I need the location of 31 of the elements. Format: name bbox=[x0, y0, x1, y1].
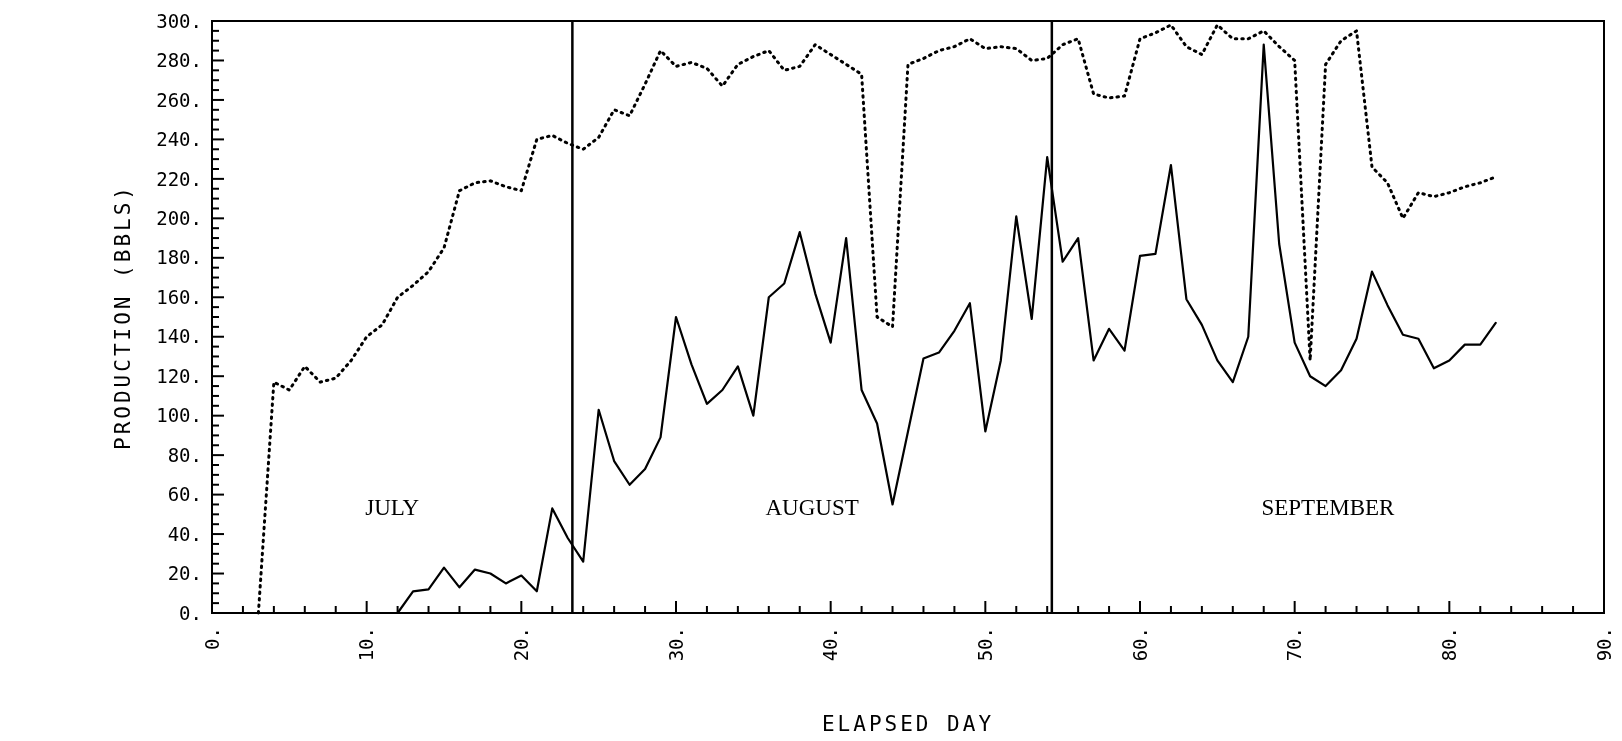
y-tick-label: 20. bbox=[167, 562, 202, 585]
y-tick-label: 180. bbox=[156, 246, 202, 269]
x-tick-label: 40. bbox=[819, 627, 842, 662]
x-tick-label: 90. bbox=[1592, 627, 1615, 662]
x-tick-label: 70. bbox=[1283, 627, 1306, 662]
y-tick-label: 280. bbox=[156, 49, 202, 72]
x-tick-label: 60. bbox=[1128, 627, 1151, 662]
y-tick-label: 0. bbox=[179, 601, 202, 624]
x-tick-label: 10. bbox=[355, 627, 378, 662]
annotation: AUGUST bbox=[765, 495, 859, 521]
x-tick-label: 30. bbox=[664, 627, 687, 662]
y-axis-title: PRODUCTION (BBLS) bbox=[111, 184, 135, 450]
y-tick-label: 240. bbox=[156, 128, 202, 151]
y-tick-label: 260. bbox=[156, 88, 202, 111]
y-tick-label: 300. bbox=[156, 9, 202, 32]
x-tick-label: 50. bbox=[973, 627, 996, 662]
y-tick-label: 100. bbox=[156, 404, 202, 427]
x-tick-label: 0. bbox=[200, 627, 223, 650]
y-tick-label: 220. bbox=[156, 167, 202, 190]
annotation: JULY bbox=[365, 495, 420, 521]
y-tick-label: 200. bbox=[156, 206, 202, 229]
x-tick-label: 20. bbox=[509, 627, 532, 662]
y-tick-label: 160. bbox=[156, 285, 202, 308]
y-tick-label: 140. bbox=[156, 325, 202, 348]
y-tick-label: 60. bbox=[167, 483, 202, 506]
x-axis-title: ELAPSED DAY bbox=[821, 712, 995, 736]
y-tick-label: 120. bbox=[156, 364, 202, 387]
x-tick-label: 80. bbox=[1437, 627, 1460, 662]
annotation: SEPTEMBER bbox=[1261, 495, 1396, 521]
y-tick-label: 80. bbox=[167, 443, 202, 466]
y-tick-label: 40. bbox=[167, 522, 202, 545]
